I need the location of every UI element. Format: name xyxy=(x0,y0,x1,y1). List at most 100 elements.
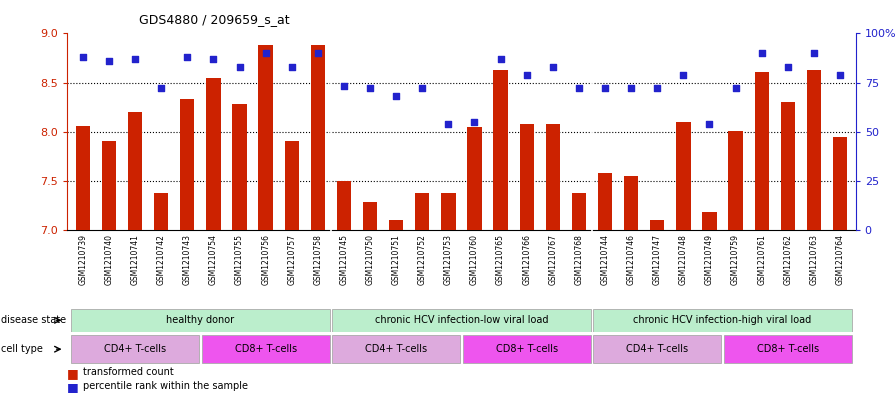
Bar xyxy=(780,102,795,230)
Text: GSM1210741: GSM1210741 xyxy=(131,234,140,285)
Bar xyxy=(154,193,168,230)
Bar xyxy=(441,193,455,230)
Bar xyxy=(206,77,220,230)
Point xyxy=(75,54,90,60)
Point xyxy=(258,50,272,56)
Text: GSM1210752: GSM1210752 xyxy=(418,234,426,285)
Text: GSM1210764: GSM1210764 xyxy=(835,234,845,285)
Text: CD4+ T-cells: CD4+ T-cells xyxy=(626,344,688,354)
Bar xyxy=(593,309,852,332)
Text: GSM1210740: GSM1210740 xyxy=(105,234,114,285)
Point xyxy=(833,72,848,78)
Point xyxy=(572,85,586,92)
Text: GSM1210755: GSM1210755 xyxy=(235,234,244,285)
Text: GSM1210757: GSM1210757 xyxy=(288,234,297,285)
Point xyxy=(285,64,299,70)
Point xyxy=(806,50,821,56)
Point xyxy=(520,72,534,78)
Bar xyxy=(462,335,590,363)
Bar xyxy=(728,130,743,230)
Text: CD4+ T-cells: CD4+ T-cells xyxy=(365,344,427,354)
Point xyxy=(702,121,717,127)
Text: percentile rank within the sample: percentile rank within the sample xyxy=(83,381,248,391)
Point xyxy=(180,54,194,60)
Point xyxy=(363,85,377,92)
Text: ■: ■ xyxy=(67,367,79,380)
Text: GSM1210743: GSM1210743 xyxy=(183,234,192,285)
Bar xyxy=(754,72,769,230)
Point xyxy=(232,64,246,70)
Bar xyxy=(572,193,586,230)
Bar xyxy=(546,124,560,230)
Text: GSM1210754: GSM1210754 xyxy=(209,234,218,285)
Text: GSM1210760: GSM1210760 xyxy=(470,234,479,285)
Bar xyxy=(102,141,116,230)
Point xyxy=(337,83,351,90)
Bar xyxy=(202,335,330,363)
Bar xyxy=(494,70,508,230)
Bar xyxy=(520,124,534,230)
Text: CD4+ T-cells: CD4+ T-cells xyxy=(104,344,166,354)
Point xyxy=(624,85,638,92)
Text: GSM1210765: GSM1210765 xyxy=(496,234,505,285)
Text: CD8+ T-cells: CD8+ T-cells xyxy=(235,344,297,354)
Bar xyxy=(311,45,325,230)
Text: GSM1210747: GSM1210747 xyxy=(653,234,662,285)
Text: ■: ■ xyxy=(67,381,79,393)
Bar xyxy=(624,176,638,230)
Bar xyxy=(650,220,665,230)
Bar xyxy=(598,173,612,230)
Point xyxy=(206,56,220,62)
Text: GSM1210761: GSM1210761 xyxy=(757,234,766,285)
Text: GSM1210758: GSM1210758 xyxy=(314,234,323,285)
Bar xyxy=(806,70,821,230)
Text: GSM1210742: GSM1210742 xyxy=(157,234,166,285)
Point xyxy=(494,56,508,62)
Text: GDS4880 / 209659_s_at: GDS4880 / 209659_s_at xyxy=(139,13,289,26)
Text: GSM1210763: GSM1210763 xyxy=(809,234,818,285)
Bar xyxy=(180,99,194,230)
Bar xyxy=(389,220,403,230)
Text: GSM1210767: GSM1210767 xyxy=(548,234,557,285)
Point xyxy=(676,72,691,78)
Bar xyxy=(332,309,590,332)
Bar xyxy=(337,181,351,230)
Bar xyxy=(75,126,90,230)
Point xyxy=(468,119,482,125)
Text: CD8+ T-cells: CD8+ T-cells xyxy=(495,344,558,354)
Text: healthy donor: healthy donor xyxy=(167,315,235,325)
Text: GSM1210739: GSM1210739 xyxy=(78,234,88,285)
Bar xyxy=(285,141,299,230)
Bar xyxy=(71,335,199,363)
Bar xyxy=(128,112,142,230)
Point xyxy=(154,85,168,92)
Point xyxy=(389,93,403,99)
Point xyxy=(754,50,769,56)
Point xyxy=(128,56,142,62)
Bar xyxy=(702,212,717,230)
Bar xyxy=(332,335,461,363)
Text: CD8+ T-cells: CD8+ T-cells xyxy=(757,344,819,354)
Text: GSM1210766: GSM1210766 xyxy=(522,234,531,285)
Text: GSM1210759: GSM1210759 xyxy=(731,234,740,285)
Bar xyxy=(258,45,272,230)
Bar xyxy=(833,136,848,230)
Text: GSM1210748: GSM1210748 xyxy=(679,234,688,285)
Text: GSM1210753: GSM1210753 xyxy=(444,234,452,285)
Point xyxy=(598,85,612,92)
Bar xyxy=(363,202,377,230)
Text: GSM1210749: GSM1210749 xyxy=(705,234,714,285)
Text: GSM1210745: GSM1210745 xyxy=(340,234,349,285)
Text: GSM1210751: GSM1210751 xyxy=(392,234,401,285)
Bar xyxy=(415,193,429,230)
Text: GSM1210744: GSM1210744 xyxy=(600,234,609,285)
Text: cell type: cell type xyxy=(1,344,43,354)
Text: chronic HCV infection-low viral load: chronic HCV infection-low viral load xyxy=(375,315,548,325)
Bar xyxy=(676,122,691,230)
Point xyxy=(415,85,429,92)
Text: GSM1210756: GSM1210756 xyxy=(261,234,270,285)
Point xyxy=(650,85,665,92)
Point xyxy=(546,64,560,70)
Point xyxy=(780,64,795,70)
Point xyxy=(311,50,325,56)
